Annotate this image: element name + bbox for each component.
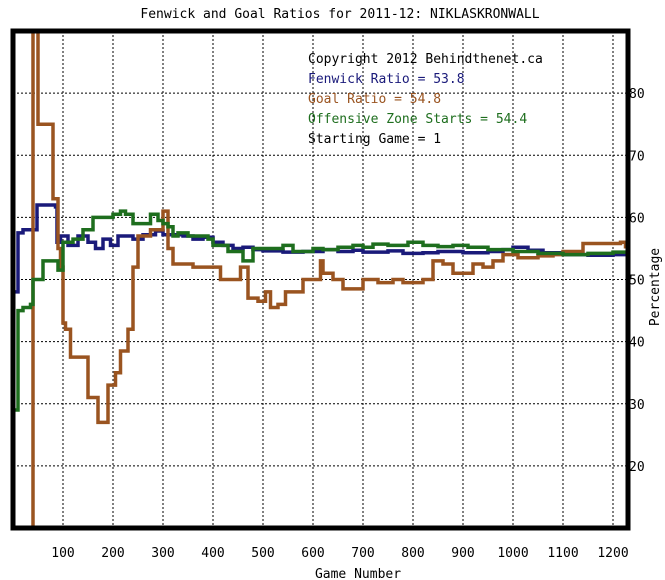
y-tick-labels: 20 30 40 50 60 70 80 xyxy=(629,87,645,475)
x-tick-1000: 1000 xyxy=(497,546,528,561)
y-tick-40: 40 xyxy=(629,336,645,351)
legend: Copyright 2012 Behindthenet.ca Fenwick R… xyxy=(308,52,543,147)
y-tick-30: 30 xyxy=(629,398,645,413)
x-tick-900: 900 xyxy=(451,546,474,561)
x-tick-700: 700 xyxy=(351,546,374,561)
y-tick-60: 60 xyxy=(629,211,645,226)
chart-title: Fenwick and Goal Ratios for 2011-12: NIK… xyxy=(140,7,539,22)
y-tick-70: 70 xyxy=(629,149,645,164)
x-tick-100: 100 xyxy=(51,546,74,561)
series-group xyxy=(14,31,628,528)
goal-ratio-line xyxy=(31,31,628,528)
x-tick-800: 800 xyxy=(401,546,424,561)
offensive-zone-starts-line xyxy=(14,209,626,412)
x-tick-1200: 1200 xyxy=(597,546,628,561)
x-tick-200: 200 xyxy=(101,546,124,561)
x-tick-400: 400 xyxy=(201,546,224,561)
legend-fenwick-ratio: Fenwick Ratio = 53.8 xyxy=(308,72,465,87)
starting-game-label: Starting Game = 1 xyxy=(308,132,441,147)
x-tick-600: 600 xyxy=(301,546,324,561)
x-tick-labels: 100 200 300 400 500 600 700 800 900 1000 1100 1200 xyxy=(51,546,628,561)
y-axis-label: Percentage xyxy=(648,248,663,326)
y-tick-20: 20 xyxy=(629,460,645,475)
x-tick-1100: 1100 xyxy=(547,546,578,561)
x-axis-label: Game Number xyxy=(315,567,401,580)
x-tick-300: 300 xyxy=(151,546,174,561)
plot-frame xyxy=(10,28,631,531)
y-tick-50: 50 xyxy=(629,274,645,289)
copyright-annotation: Copyright 2012 Behindthenet.ca xyxy=(308,52,543,67)
legend-goal-ratio: Goal Ratio = 54.8 xyxy=(308,92,441,107)
legend-offensive-zone-starts: Offensive Zone Starts = 54.4 xyxy=(308,112,527,127)
y-tick-80: 80 xyxy=(629,87,645,102)
x-tick-500: 500 xyxy=(251,546,274,561)
